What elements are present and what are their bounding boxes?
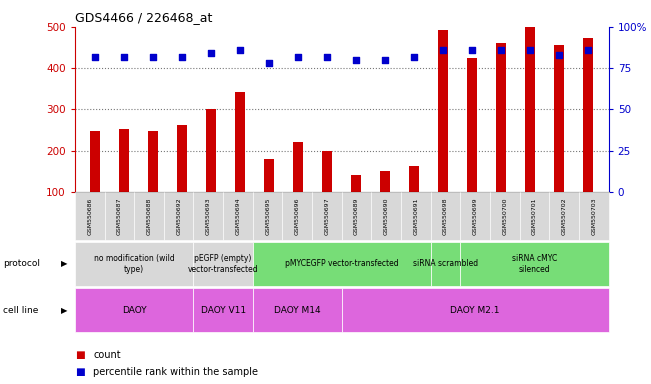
Point xyxy=(467,47,478,53)
Text: GSM550691: GSM550691 xyxy=(413,197,419,235)
Bar xyxy=(148,131,158,192)
Text: ■: ■ xyxy=(75,350,85,360)
Bar xyxy=(554,45,564,192)
Bar xyxy=(351,175,361,192)
Point xyxy=(119,53,130,60)
Bar xyxy=(206,109,216,192)
Text: pEGFP (empty)
vector-transfected: pEGFP (empty) vector-transfected xyxy=(188,254,258,274)
Text: DAOY: DAOY xyxy=(122,306,146,314)
Bar xyxy=(264,159,274,192)
Point xyxy=(148,53,158,60)
Text: GSM550700: GSM550700 xyxy=(503,197,507,235)
Bar xyxy=(583,38,594,192)
Text: DAOY M2.1: DAOY M2.1 xyxy=(450,306,500,314)
Text: ▶: ▶ xyxy=(61,260,67,268)
Bar xyxy=(496,43,506,192)
Point xyxy=(90,53,100,60)
Text: DAOY V11: DAOY V11 xyxy=(201,306,245,314)
Point xyxy=(293,53,303,60)
Text: GSM550702: GSM550702 xyxy=(562,197,567,235)
Text: GSM550699: GSM550699 xyxy=(473,197,478,235)
Text: GSM550689: GSM550689 xyxy=(354,197,359,235)
Text: protocol: protocol xyxy=(3,260,40,268)
Point xyxy=(235,47,245,53)
Text: GSM550692: GSM550692 xyxy=(176,197,181,235)
Point xyxy=(409,53,419,60)
Text: GSM550687: GSM550687 xyxy=(117,197,122,235)
Point xyxy=(206,50,216,56)
Bar xyxy=(322,151,333,192)
Point xyxy=(554,52,564,58)
Point xyxy=(351,57,361,63)
Point xyxy=(525,47,536,53)
Text: GSM550703: GSM550703 xyxy=(591,197,596,235)
Text: GSM550694: GSM550694 xyxy=(236,197,240,235)
Text: no modification (wild
type): no modification (wild type) xyxy=(94,254,174,274)
Point xyxy=(438,47,449,53)
Text: GSM550695: GSM550695 xyxy=(265,197,270,235)
Text: DAOY M14: DAOY M14 xyxy=(274,306,320,314)
Bar xyxy=(438,30,449,192)
Text: GSM550698: GSM550698 xyxy=(443,197,448,235)
Text: siRNA cMYC
silenced: siRNA cMYC silenced xyxy=(512,254,557,274)
Text: cell line: cell line xyxy=(3,306,38,314)
Bar xyxy=(409,166,419,192)
Text: GDS4466 / 226468_at: GDS4466 / 226468_at xyxy=(75,12,212,25)
Point xyxy=(264,60,275,66)
Text: percentile rank within the sample: percentile rank within the sample xyxy=(93,367,258,377)
Bar xyxy=(380,171,391,192)
Text: GSM550690: GSM550690 xyxy=(383,197,389,235)
Text: GSM550688: GSM550688 xyxy=(146,197,152,235)
Bar xyxy=(235,92,245,192)
Point xyxy=(380,57,391,63)
Bar xyxy=(293,142,303,192)
Text: GSM550697: GSM550697 xyxy=(324,197,329,235)
Text: GSM550693: GSM550693 xyxy=(206,197,211,235)
Bar xyxy=(525,27,535,192)
Point xyxy=(177,53,187,60)
Text: siRNA scrambled: siRNA scrambled xyxy=(413,260,478,268)
Point xyxy=(496,47,506,53)
Bar xyxy=(467,58,477,192)
Bar xyxy=(177,125,187,192)
Text: GSM550701: GSM550701 xyxy=(532,197,537,235)
Text: count: count xyxy=(93,350,120,360)
Point xyxy=(322,53,333,60)
Text: ▶: ▶ xyxy=(61,306,67,314)
Bar xyxy=(119,129,130,192)
Text: GSM550686: GSM550686 xyxy=(87,197,92,235)
Point xyxy=(583,47,594,53)
Bar xyxy=(90,131,100,192)
Text: pMYCEGFP vector-transfected: pMYCEGFP vector-transfected xyxy=(285,260,398,268)
Text: GSM550696: GSM550696 xyxy=(295,197,300,235)
Text: ■: ■ xyxy=(75,367,85,377)
